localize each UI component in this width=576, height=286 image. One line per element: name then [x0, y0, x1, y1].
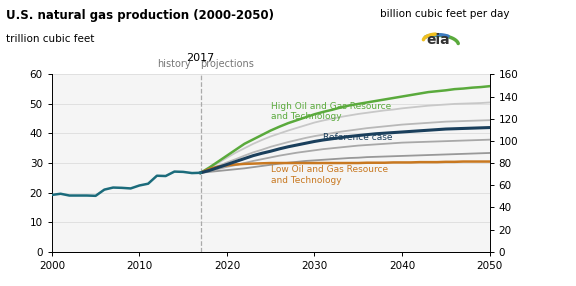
- Text: eia: eia: [426, 33, 450, 47]
- Text: history: history: [158, 59, 191, 69]
- Text: 2017: 2017: [187, 53, 215, 63]
- Text: Reference case: Reference case: [323, 133, 393, 142]
- Text: projections: projections: [200, 59, 254, 69]
- Text: billion cubic feet per day: billion cubic feet per day: [380, 9, 510, 19]
- Text: U.S. natural gas production (2000-2050): U.S. natural gas production (2000-2050): [6, 9, 274, 21]
- Text: Low Oil and Gas Resource
and Technology: Low Oil and Gas Resource and Technology: [271, 165, 388, 184]
- Text: High Oil and Gas Resource
and Technology: High Oil and Gas Resource and Technology: [271, 102, 391, 121]
- Text: trillion cubic feet: trillion cubic feet: [6, 34, 94, 44]
